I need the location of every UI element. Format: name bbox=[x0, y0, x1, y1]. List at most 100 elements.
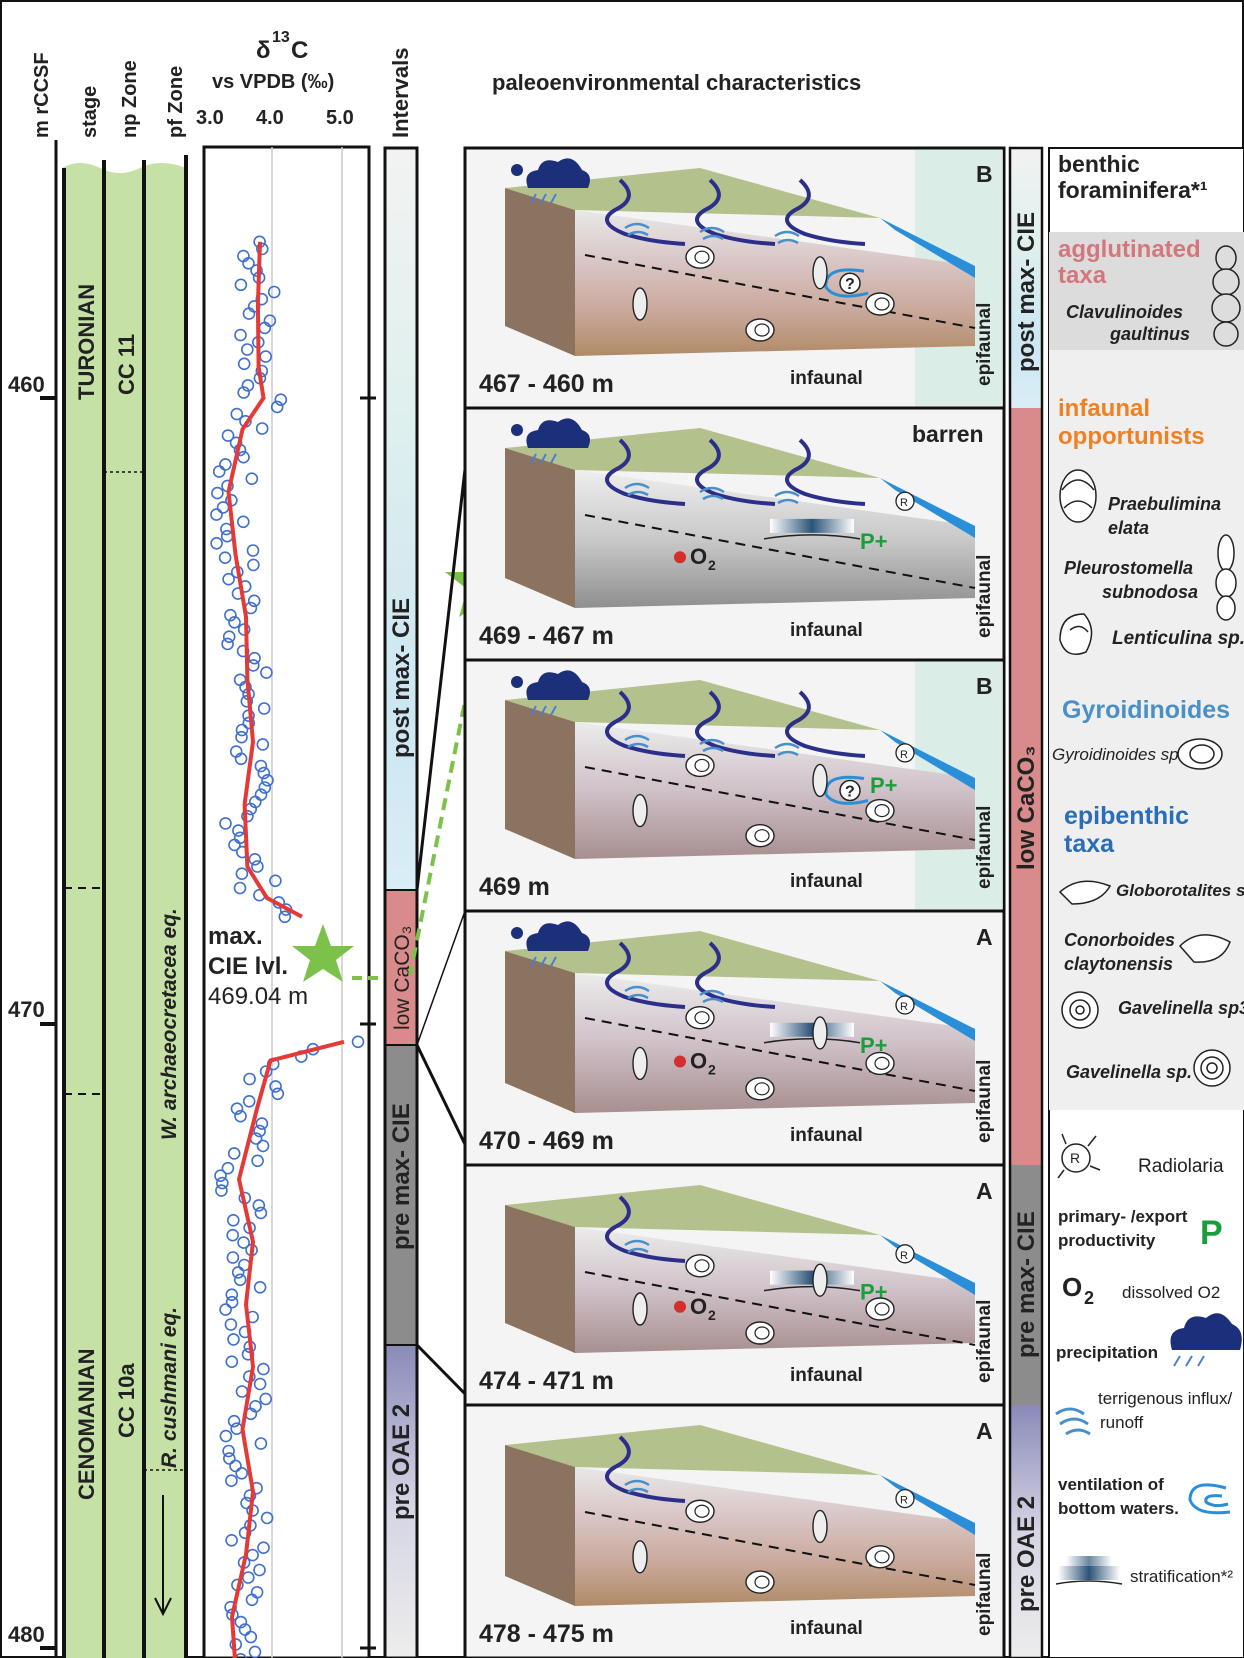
legend-radiolaria: Radiolaria bbox=[1138, 1156, 1224, 1177]
isotope-point bbox=[222, 572, 235, 586]
paleo-header: paleoenvironmental characteristics bbox=[492, 70, 861, 95]
isotope-point bbox=[210, 508, 223, 521]
isotope-title-delta: δ bbox=[256, 37, 271, 64]
isotope-point bbox=[270, 400, 284, 414]
legend-terr-1: terrigenous influx/ bbox=[1098, 1389, 1232, 1408]
legend-globorotalites: Globorotalites sp. bbox=[1116, 881, 1244, 900]
isotope-tick-4: 4.0 bbox=[256, 107, 284, 129]
isotope-point bbox=[222, 1444, 235, 1458]
praebulimina-icon bbox=[1059, 469, 1097, 523]
isotope-point bbox=[256, 738, 270, 751]
interval-premax-fill bbox=[385, 1045, 417, 1345]
interval-premax-label: pre max- CIE bbox=[388, 1103, 415, 1250]
legend-conor-1: Conorboides bbox=[1064, 930, 1175, 950]
isotope-point bbox=[225, 1295, 239, 1309]
radiolaria-mark: R bbox=[900, 1001, 908, 1013]
legend-lenticulina: Lenticulina sp. bbox=[1112, 628, 1244, 649]
isotope-point bbox=[242, 716, 256, 730]
right-low-label: low CaCO₃ bbox=[1013, 746, 1040, 870]
ventilation-question: ? bbox=[845, 276, 855, 293]
radiolaria-icon: R bbox=[1057, 1133, 1101, 1179]
panel-o2: O bbox=[690, 544, 707, 569]
isotope-point bbox=[247, 558, 260, 572]
isotope-point bbox=[241, 809, 254, 823]
radiolaria-mark: R bbox=[900, 1495, 908, 1507]
interval-post-fill bbox=[385, 148, 417, 890]
panel-depth-label: 474 - 471 m bbox=[479, 1367, 614, 1395]
isotope-point bbox=[230, 407, 244, 421]
gyroidinoides-icon bbox=[1177, 738, 1223, 770]
panel-epifaunal: epifaunal bbox=[974, 1300, 995, 1383]
legend-o2-symbol: O bbox=[1062, 1272, 1082, 1302]
isotope-point bbox=[257, 1541, 270, 1554]
panel-o2-sub: 2 bbox=[708, 1307, 716, 1323]
legend-title-2: foraminifera*¹ bbox=[1058, 177, 1208, 203]
isotope-point bbox=[212, 465, 226, 478]
panel-o2: O bbox=[690, 1048, 707, 1073]
panel-o2: O bbox=[690, 1294, 707, 1319]
np-cc10a: CC 10a bbox=[114, 1363, 139, 1438]
isotope-point bbox=[256, 1139, 270, 1153]
panel-epifaunal: epifaunal bbox=[974, 1060, 995, 1143]
isotope-point bbox=[254, 759, 268, 773]
legend-infaunal-2: opportunists bbox=[1058, 423, 1205, 450]
legend-gyro-sp: Gyroidinoides sp. bbox=[1052, 745, 1183, 764]
isotope-point bbox=[251, 1154, 264, 1168]
isotope-point bbox=[261, 773, 274, 787]
panel-epifaunal: epifaunal bbox=[974, 555, 995, 638]
conorboides-icon bbox=[1178, 934, 1231, 963]
pf-zone-header: pf Zone bbox=[165, 66, 187, 138]
column-headers: m rCCSF stage np Zone pf Zone δ 13 C vs … bbox=[31, 29, 861, 138]
panel-code-label: A bbox=[976, 1418, 993, 1444]
panel-code-label: B bbox=[976, 161, 993, 187]
stratigraphy-columns: TURONIAN CENOMANIAN CC 11 CC 10a W. arch… bbox=[62, 155, 188, 1658]
radiolaria-mark: R bbox=[900, 497, 908, 509]
isotope-point bbox=[226, 1228, 239, 1242]
legend: benthic foraminifera*¹ agglutinated taxa… bbox=[1048, 147, 1244, 1658]
isotope-point bbox=[218, 551, 232, 565]
isotope-point bbox=[257, 702, 271, 715]
panel-o2-sub: 2 bbox=[708, 1061, 716, 1077]
globorotalites-icon bbox=[1058, 880, 1112, 905]
isotope-point bbox=[260, 666, 273, 679]
stage-turonian: TURONIAN bbox=[74, 284, 99, 400]
depth-axis: 460 470 480 bbox=[8, 140, 58, 1658]
panel-depth-label: 469 m bbox=[479, 873, 550, 901]
stage-header: stage bbox=[79, 86, 101, 138]
pleurostomella-icon bbox=[1215, 534, 1237, 621]
legend-clav-2: gaultinus bbox=[1109, 324, 1190, 344]
clavulinoides-icon bbox=[1211, 245, 1241, 347]
isotope-point bbox=[240, 694, 254, 708]
panel-epifaunal: epifaunal bbox=[974, 1553, 995, 1636]
isotope-point bbox=[234, 752, 248, 766]
panel-infaunal: infaunal bbox=[790, 1365, 863, 1386]
isotope-point bbox=[221, 637, 234, 651]
np-zone-header: np Zone bbox=[119, 60, 141, 138]
isotope-point bbox=[241, 343, 254, 356]
isotope-point bbox=[216, 1176, 229, 1190]
legend-pleuro-2: subnodosa bbox=[1102, 582, 1198, 602]
isotope-point bbox=[274, 393, 288, 407]
isotope-point bbox=[211, 486, 224, 500]
legend-prod-2: productivity bbox=[1058, 1231, 1156, 1250]
panel-o2-sub: 2 bbox=[708, 557, 716, 573]
panel-depth-label: 478 - 475 m bbox=[479, 1620, 614, 1648]
isotope-plot bbox=[202, 145, 376, 1658]
isotope-point bbox=[210, 536, 223, 550]
isotope-point bbox=[260, 1511, 274, 1525]
isotope-point bbox=[237, 515, 250, 529]
interval-low-label: low CaCO₃ bbox=[391, 926, 414, 1030]
legend-title-1: benthic bbox=[1058, 151, 1140, 177]
panel-epifaunal: epifaunal bbox=[974, 303, 995, 386]
isotope-point bbox=[242, 256, 255, 270]
gavelinella-sp3-icon bbox=[1061, 991, 1099, 1029]
isotope-point bbox=[253, 1377, 267, 1391]
isotope-tick-3: 3.0 bbox=[196, 107, 224, 129]
isotope-point bbox=[222, 630, 236, 644]
isotope-point bbox=[250, 264, 263, 277]
isotope-point bbox=[229, 436, 243, 450]
isotope-point bbox=[219, 817, 232, 830]
